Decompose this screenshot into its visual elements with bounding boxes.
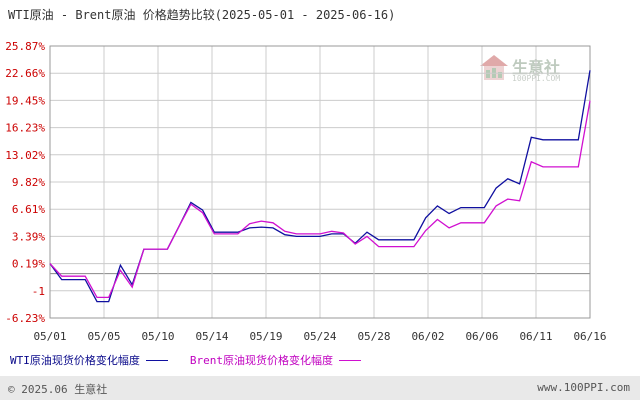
chart-title: WTI原油 - Brent原油 价格趋势比较(2025-05-01 - 2025… [8,8,396,22]
footer-copyright: © 2025.06 生意社 [8,383,108,396]
x-tick-label: 06/06 [465,330,498,343]
x-tick-label: 05/10 [141,330,174,343]
plot-frame [49,45,591,319]
y-tick-label: 13.02% [5,149,45,162]
y-tick-label: 25.87% [5,40,45,53]
y-tick-label: 0.19% [12,258,45,271]
x-tick-label: 05/28 [357,330,390,343]
x-tick-label: 06/16 [573,330,606,343]
footer: © 2025.06 生意社 www.100PPI.com [0,376,640,400]
legend-label-brent: Brent原油现货价格变化幅度 [189,354,333,367]
watermark-logo-icon [480,55,508,80]
x-tick-label: 06/02 [411,330,444,343]
legend-label-wti: WTI原油现货价格变化幅度 [10,354,140,367]
y-tick-label: 22.66% [5,67,45,80]
x-tick-label: 05/05 [87,330,120,343]
y-axis-ticks: 25.87% 22.66% 19.45% 16.23% 13.02% 9.82% 6.61%… [5,40,45,325]
y-tick-label: 19.45% [5,94,45,107]
chart-legend: WTI原油现货价格变化幅度 Brent原油现货价格变化幅度 [10,352,383,368]
x-tick-label: 05/14 [195,330,228,343]
legend-swatch-wti [145,359,168,361]
x-tick-label: 06/11 [519,330,552,343]
y-tick-label: -6.23% [5,312,45,325]
y-tick-label: 3.39% [12,230,45,243]
y-tick-label: 6.61% [12,203,45,216]
x-tick-label: 05/01 [33,330,66,343]
legend-swatch-brent [339,359,361,361]
x-tick-label: 05/24 [303,330,336,343]
y-tick-label: -1 [32,285,45,298]
chart-grid [49,45,591,319]
footer-site-link[interactable]: www.100PPI.com [537,381,630,394]
x-tick-label: 05/19 [249,330,282,343]
x-axis-ticks: 05/01 05/05 05/10 05/14 05/19 05/24 05/28 06/02… [33,330,606,343]
series-lines [49,70,591,303]
y-tick-label: 16.23% [5,122,45,135]
y-tick-label: 9.82% [12,176,45,189]
series-line-brent [49,100,591,299]
